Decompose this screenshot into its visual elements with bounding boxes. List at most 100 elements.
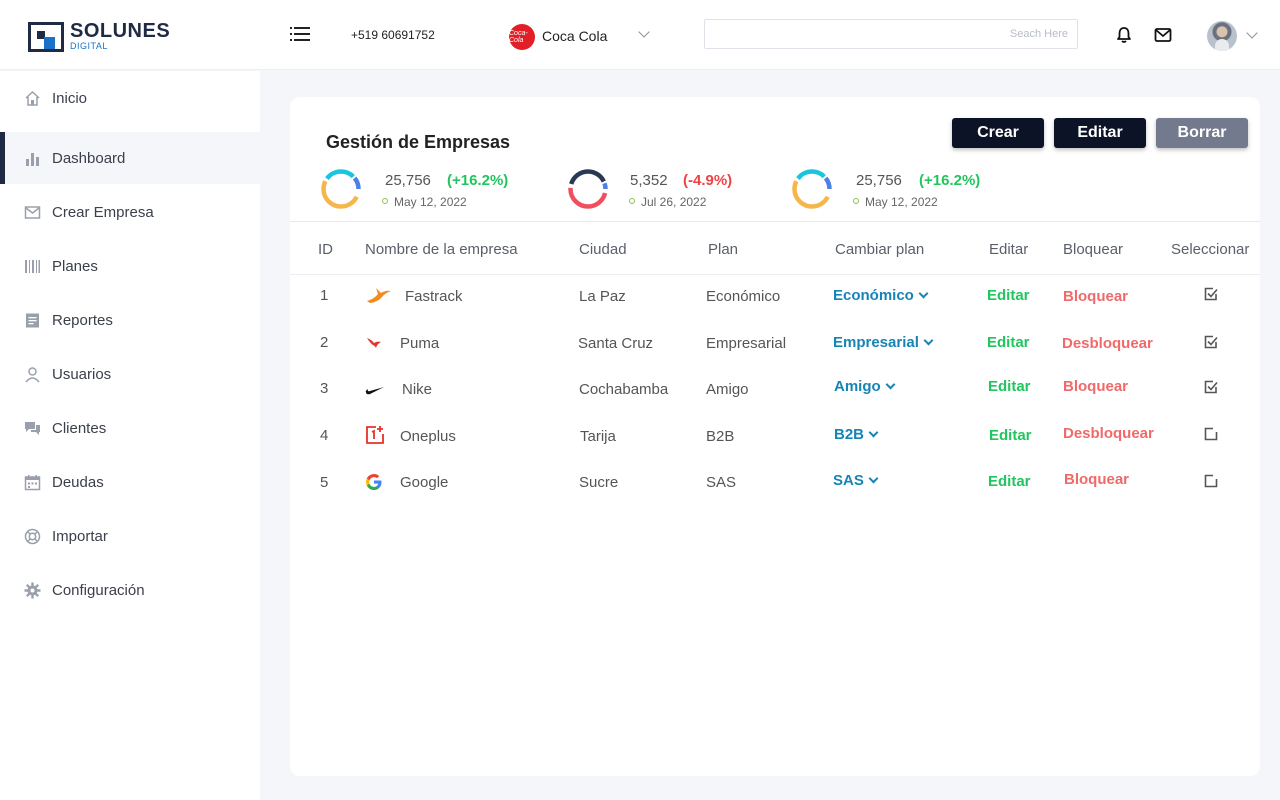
stat-value: 25,756 [385,172,431,189]
phone-number: +519 60691752 [351,28,435,42]
puma-logo-icon [367,338,381,348]
block-link[interactable]: Bloquear [1063,378,1129,395]
change-plan-dropdown[interactable]: Empresarial [833,334,934,351]
search-input[interactable] [704,19,1078,49]
stat-value: 5,352 [630,172,668,189]
row-city: Tarija [580,428,616,445]
companies-card: Gestión de Empresas Crear Editar Borrar … [290,97,1260,776]
column-header-id: ID [318,241,333,258]
edit-link[interactable]: Editar [988,473,1031,490]
change-plan-dropdown[interactable]: B2B [834,426,879,443]
sidebar-item-reportes[interactable]: Reportes [0,294,260,346]
receipt-icon [26,313,39,328]
brand-logo[interactable]: SOLUNES DIGITAL [28,20,170,52]
block-link[interactable]: Bloquear [1063,288,1129,305]
table-row: 2 Puma Santa Cruz Empresarial Empresaria… [290,334,1260,380]
sidebar-item-configuracion[interactable]: Configuración [0,564,260,616]
edit-link[interactable]: Editar [987,287,1030,304]
change-plan-label: Económico [833,287,914,304]
sidebar-item-dashboard[interactable]: Dashboard [0,132,260,184]
sidebar-item-label: Configuración [52,582,145,599]
donut-chart-icon [568,169,608,209]
stat-change: (+16.2%) [919,172,981,189]
block-link[interactable]: Bloquear [1064,471,1130,488]
checkbox-checked-icon[interactable] [1204,380,1218,394]
table-row: 1 Fastrack La Paz Económico Económico Ed… [290,287,1260,333]
checkbox-checked-icon[interactable] [1204,287,1218,301]
sidebar-item-planes[interactable]: Planes [0,240,260,292]
home-icon [25,90,40,106]
donut-chart-icon [792,169,832,209]
edit-button[interactable]: Editar [1054,118,1146,148]
company-name: Google [400,474,449,491]
divider [290,274,1260,275]
row-plan: B2B [706,428,735,445]
barcode-icon [25,260,40,273]
stat-widget: 25,756 (+16.2%) May 12, 2022 [791,166,1011,212]
sidebar-item-label: Deudas [52,474,104,491]
row-plan: SAS [706,474,737,491]
block-link[interactable]: Desbloquear [1062,335,1153,352]
page-title: Gestión de Empresas [326,132,511,152]
user-avatar[interactable] [1207,21,1237,51]
chevron-down-icon [918,288,929,299]
row-id: 3 [320,380,329,397]
sidebar-item-importar[interactable]: Importar [0,510,260,562]
sidebar-item-clientes[interactable]: Clientes [0,402,260,454]
change-plan-label: Empresarial [833,334,919,351]
change-plan-dropdown[interactable]: Económico [833,287,929,304]
change-plan-dropdown[interactable]: SAS [833,472,879,489]
stat-value: 25,756 [856,172,902,189]
globe-icon [24,528,41,545]
table-row: 5 Google Sucre SAS SAS Editar Bloquear [290,471,1260,519]
create-button[interactable]: Crear [952,118,1044,148]
sidebar-item-label: Importar [52,528,108,545]
hamburger-menu-icon[interactable] [290,26,310,42]
column-header-name: Nombre de la empresa [365,241,518,258]
company-name: Oneplus [400,428,456,445]
edit-link[interactable]: Editar [987,334,1030,351]
chevron-down-icon [868,473,879,484]
checkbox-checked-icon[interactable] [1204,335,1218,349]
table-row: 3 Nike Cochabamba Amigo Amigo Editar Blo… [290,378,1260,426]
sidebar-item-inicio[interactable]: Inicio [0,72,260,124]
checkbox-unchecked-icon[interactable] [1204,474,1218,488]
block-link[interactable]: Desbloquear [1063,425,1154,442]
stat-date: Jul 26, 2022 [641,195,707,209]
row-plan: Empresarial [706,335,787,352]
company-name: Fastrack [405,288,463,305]
checkbox-unchecked-icon[interactable] [1204,427,1218,441]
stat-date: May 12, 2022 [394,195,467,209]
row-id: 5 [320,474,329,491]
sidebar-item-label: Clientes [52,420,107,437]
change-plan-dropdown[interactable]: Amigo [834,378,896,395]
row-plan: Amigo [706,381,749,398]
edit-link[interactable]: Editar [988,378,1031,395]
sidebar-item-label: Usuarios [52,366,112,383]
mail-icon [24,206,41,219]
stat-date: May 12, 2022 [865,195,938,209]
chevron-down-icon[interactable] [1246,27,1258,39]
stat-widget: 5,352 (-4.9%) Jul 26, 2022 [567,166,787,212]
bell-icon[interactable] [1115,26,1133,44]
edit-link[interactable]: Editar [989,427,1032,444]
company-name: Puma [400,335,440,352]
top-header: SOLUNES DIGITAL +519 60691752 Coca-Cola … [0,0,1280,70]
sidebar-item-usuarios[interactable]: Usuarios [0,348,260,400]
bar-chart-icon [26,153,39,166]
company-selector[interactable]: Coca-Cola Coca Cola [509,23,654,50]
chevron-down-icon [638,26,650,38]
chat-icon [25,422,40,435]
row-city: La Paz [579,288,626,305]
delete-button[interactable]: Borrar [1156,118,1248,148]
company-name: Coca Cola [542,28,608,44]
column-header-edit: Editar [989,241,1029,258]
sidebar-item-label: Dashboard [52,150,126,167]
column-header-select: Seleccionar [1171,241,1250,258]
sidebar-item-label: Inicio [52,90,88,107]
row-city: Sucre [579,474,619,491]
sidebar-item-crear-empresa[interactable]: Crear Empresa [0,186,260,238]
sidebar-item-deudas[interactable]: Deudas [0,456,260,508]
fastrack-logo-icon [367,288,391,303]
mail-icon[interactable] [1154,27,1172,43]
